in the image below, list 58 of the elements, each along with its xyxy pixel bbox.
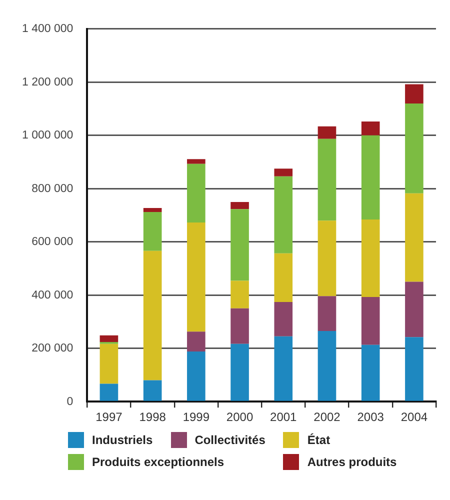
x-tick-label: 2004 (400, 410, 428, 424)
bar (361, 220, 380, 297)
legend-label: État (307, 433, 330, 447)
y-tick-label: 1 400 000 (22, 23, 74, 36)
bar (318, 126, 336, 139)
bar (405, 103, 424, 194)
y-tick-label: 0 (66, 396, 74, 408)
bar (187, 159, 206, 164)
x-tick-label: 2002 (314, 410, 341, 424)
bar (187, 164, 206, 222)
y-tick-label: 1 200 000 (22, 76, 74, 88)
bar (143, 250, 162, 380)
bar (318, 296, 336, 332)
bar (318, 331, 336, 401)
bar (405, 282, 424, 338)
y-tick-label: 400 000 (32, 289, 74, 302)
x-tick-label: 2001 (270, 410, 298, 424)
legend-label: Industriels (92, 433, 153, 447)
bar (143, 208, 162, 212)
x-tick-label: 1997 (96, 410, 123, 424)
bar (230, 280, 249, 308)
bar (274, 176, 293, 254)
bar (361, 296, 380, 345)
bar (187, 332, 206, 352)
y-tick-label: 200 000 (32, 342, 74, 355)
x-tick-label: 2000 (226, 410, 254, 424)
bar (187, 222, 206, 332)
bar (361, 122, 380, 136)
bar (405, 193, 424, 282)
bar (100, 384, 118, 401)
bar (405, 84, 424, 104)
legend-label: Collectivités (194, 433, 266, 447)
bar (230, 209, 249, 281)
bar (143, 212, 162, 251)
y-tick-label: 800 000 (32, 182, 74, 195)
bar (274, 253, 293, 302)
y-tick-label: 1 000 000 (22, 130, 74, 142)
bar (187, 352, 206, 401)
bar (318, 138, 336, 221)
x-tick-label: 2003 (357, 410, 384, 424)
x-tick-label: 1998 (139, 410, 166, 424)
legend-label: Autres produits (307, 455, 397, 469)
bar (361, 135, 380, 220)
bar (274, 168, 293, 176)
bar (361, 344, 380, 401)
bar (274, 302, 293, 336)
bar (318, 220, 336, 296)
bar (100, 335, 118, 342)
y-tick-label: 600 000 (32, 236, 74, 248)
bar (230, 202, 249, 210)
bar (143, 380, 162, 401)
bar (230, 344, 249, 401)
x-tick-label: 1999 (182, 410, 210, 424)
bar (274, 336, 293, 401)
legend-label: Produits exceptionnels (92, 455, 224, 469)
bar (230, 308, 249, 344)
bar (100, 344, 118, 384)
bar (405, 337, 424, 401)
